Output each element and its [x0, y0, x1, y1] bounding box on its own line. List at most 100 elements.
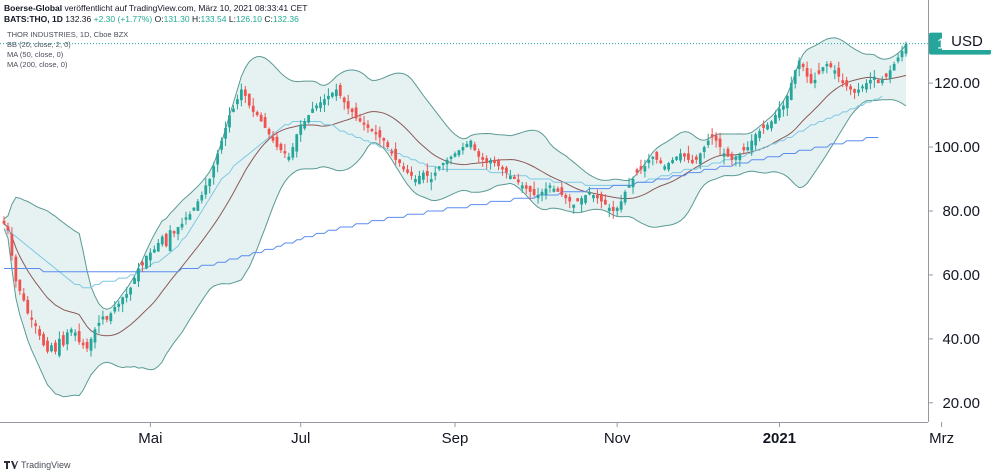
- candle: [6, 222, 10, 235]
- candle: [619, 195, 623, 213]
- price-tick-label: 40.00: [942, 331, 980, 348]
- candle: [457, 149, 461, 158]
- indicator-ma50[interactable]: MA (50, close, 0): [7, 50, 64, 59]
- candle: [635, 167, 639, 176]
- ohlc-line: BATS:THO, 1D 132.36 +2.30 (+1.77%) O:131…: [4, 14, 299, 24]
- candle: [73, 329, 77, 342]
- low-value: 126.10: [235, 14, 262, 24]
- candle: [69, 327, 73, 337]
- candle: [564, 193, 568, 204]
- candle: [528, 185, 532, 200]
- candle: [2, 216, 6, 225]
- candle: [121, 296, 125, 313]
- candle: [418, 170, 421, 185]
- candle: [857, 82, 860, 97]
- candle: [192, 207, 196, 212]
- candle: [208, 178, 212, 194]
- candle: [599, 191, 603, 209]
- candle: [330, 92, 334, 99]
- price-axis[interactable]: 20.00 40.00 60.00 80.00 100.00 120.00: [928, 75, 980, 412]
- price-change: +2.30 (+1.77%): [93, 14, 153, 24]
- candle: [164, 232, 168, 248]
- candle: [746, 141, 750, 152]
- candle: [714, 132, 718, 148]
- candle: [279, 142, 283, 154]
- candle: [141, 260, 144, 272]
- open-value: 131.30: [163, 14, 190, 24]
- candle: [26, 296, 30, 315]
- candle: [584, 194, 587, 205]
- candle: [180, 217, 184, 231]
- close-value: 132.36: [272, 14, 299, 24]
- candle: [370, 128, 374, 133]
- candle: [216, 149, 220, 173]
- tradingview-logo[interactable]: TradingView: [4, 460, 71, 470]
- candle: [125, 287, 129, 303]
- indicator-ma200[interactable]: MA (200, close, 0): [7, 60, 68, 69]
- indicator-symbol[interactable]: THOR INDUSTRIES, 1D, Cboe BZX: [7, 30, 129, 39]
- candle: [793, 69, 797, 89]
- bb-upper-line: [3, 37, 907, 310]
- candle: [402, 162, 405, 172]
- candle: [663, 164, 667, 171]
- candle: [10, 227, 14, 261]
- candle: [675, 156, 678, 162]
- candle: [516, 173, 520, 185]
- candle: [758, 128, 762, 142]
- candle: [750, 134, 754, 156]
- candle: [730, 151, 734, 166]
- candle: [338, 82, 342, 99]
- candle: [188, 211, 192, 221]
- candle: [232, 105, 235, 113]
- tradingview-brand: TradingView: [21, 460, 71, 470]
- candle: [785, 94, 789, 116]
- price-tick-label: 60.00: [942, 267, 980, 284]
- price-tick-label: 80.00: [942, 203, 980, 220]
- candle: [390, 148, 394, 157]
- candle: [809, 68, 813, 84]
- candle: [774, 110, 777, 124]
- candle: [659, 157, 663, 165]
- candle: [145, 255, 148, 270]
- open-label: O:: [154, 14, 164, 24]
- candle: [34, 319, 38, 334]
- indicator-bb[interactable]: BB (20, close, 2, 0): [7, 40, 71, 49]
- candle: [311, 101, 314, 114]
- candle: [690, 154, 694, 165]
- candle: [702, 145, 706, 159]
- candle: [160, 234, 164, 247]
- candle: [394, 142, 398, 165]
- candle: [607, 203, 611, 218]
- candle: [97, 315, 101, 334]
- time-tick-label: Mai: [138, 430, 162, 447]
- candle: [556, 186, 560, 192]
- candle: [334, 83, 338, 101]
- time-axis[interactable]: Mai Jul Sep Nov 2021 Mrz: [138, 422, 954, 447]
- candle: [710, 128, 714, 145]
- candle: [259, 112, 263, 122]
- candle: [679, 148, 682, 164]
- candle: [267, 127, 271, 140]
- candle: [65, 329, 69, 351]
- candle: [588, 186, 591, 196]
- candle: [429, 172, 433, 191]
- candle: [236, 94, 239, 110]
- high-value: 133.54: [200, 14, 227, 24]
- candle: [869, 72, 872, 90]
- candle: [441, 162, 445, 171]
- candle: [224, 121, 227, 147]
- candle: [592, 194, 595, 203]
- candle: [722, 148, 726, 165]
- candle: [89, 336, 93, 357]
- candle: [801, 62, 805, 72]
- candle: [410, 166, 413, 180]
- candle: [176, 226, 180, 241]
- bollinger-band: [3, 37, 907, 398]
- candle: [532, 181, 536, 197]
- candle: [493, 156, 496, 167]
- high-label: H:: [191, 14, 201, 24]
- candle: [647, 153, 651, 169]
- price-tick-label: 100.00: [934, 139, 980, 156]
- candle: [505, 165, 508, 179]
